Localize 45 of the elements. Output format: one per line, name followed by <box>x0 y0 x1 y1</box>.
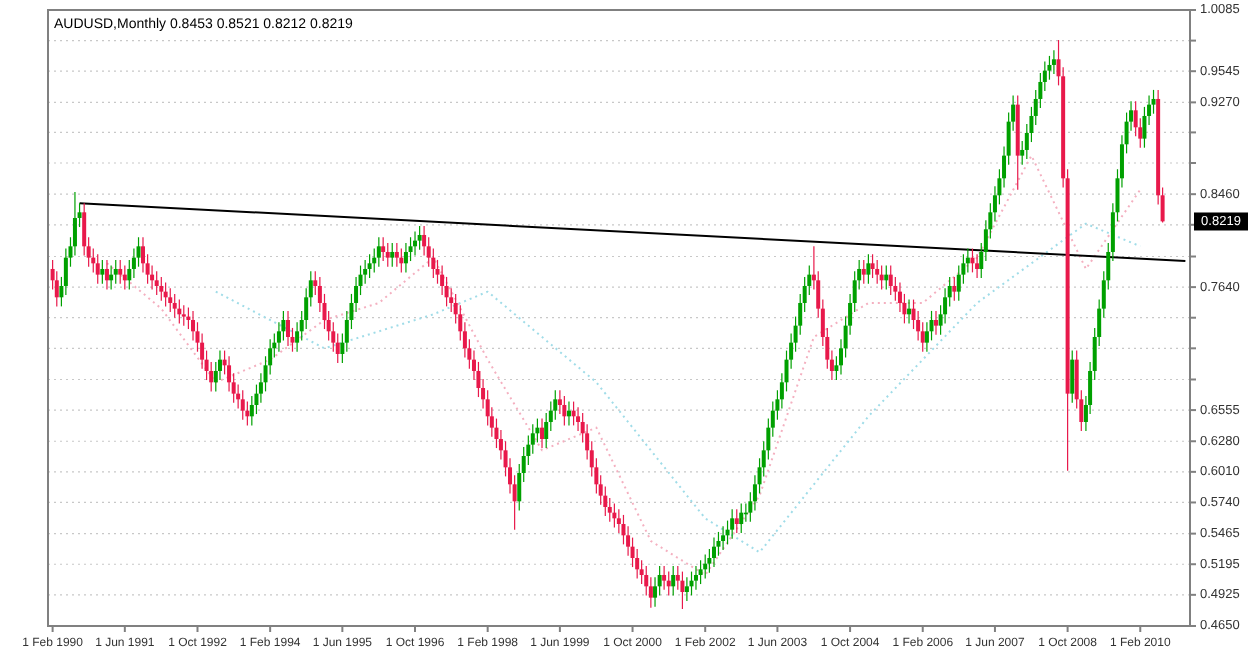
candlestick <box>367 253 372 279</box>
candlestick <box>172 293 177 319</box>
candlestick <box>394 242 399 268</box>
candlestick <box>730 508 735 540</box>
candlestick <box>540 417 545 449</box>
candlestick <box>104 259 109 290</box>
candlestick <box>671 565 676 596</box>
candlestick <box>417 225 422 251</box>
candlestick <box>385 242 390 268</box>
candlestick <box>861 259 866 285</box>
line-series <box>214 222 1142 554</box>
candlestick <box>888 264 893 296</box>
candlestick <box>721 525 726 551</box>
candlestick <box>1070 349 1075 404</box>
candlestick <box>684 576 689 602</box>
candlestick <box>875 259 880 285</box>
candlestick <box>698 559 703 585</box>
candlestick <box>1051 49 1056 75</box>
candlestick <box>870 253 875 279</box>
candlestick <box>662 565 667 591</box>
candlestick <box>390 242 395 268</box>
candlestick <box>734 508 739 534</box>
candlestick <box>952 276 957 302</box>
candlestick <box>711 537 716 568</box>
candlestick <box>118 259 123 285</box>
candlestick <box>562 395 567 426</box>
candlestick <box>933 310 938 336</box>
candlestick <box>693 565 698 591</box>
candlestick <box>168 287 173 313</box>
candlestick <box>975 253 980 279</box>
candlestick <box>739 502 744 534</box>
candlestick <box>376 236 381 268</box>
candlestick <box>240 389 245 421</box>
candlestick <box>403 242 408 273</box>
candlestick <box>100 259 105 285</box>
candlestick <box>866 253 871 285</box>
candlestick <box>181 304 186 327</box>
candlestick <box>680 571 685 610</box>
candlestick <box>154 270 159 296</box>
line-series <box>105 154 1142 576</box>
candlestick <box>95 253 100 285</box>
candlestick <box>381 236 386 262</box>
candlestick <box>286 310 291 347</box>
candlestick <box>159 276 164 302</box>
candlestick <box>113 259 118 285</box>
